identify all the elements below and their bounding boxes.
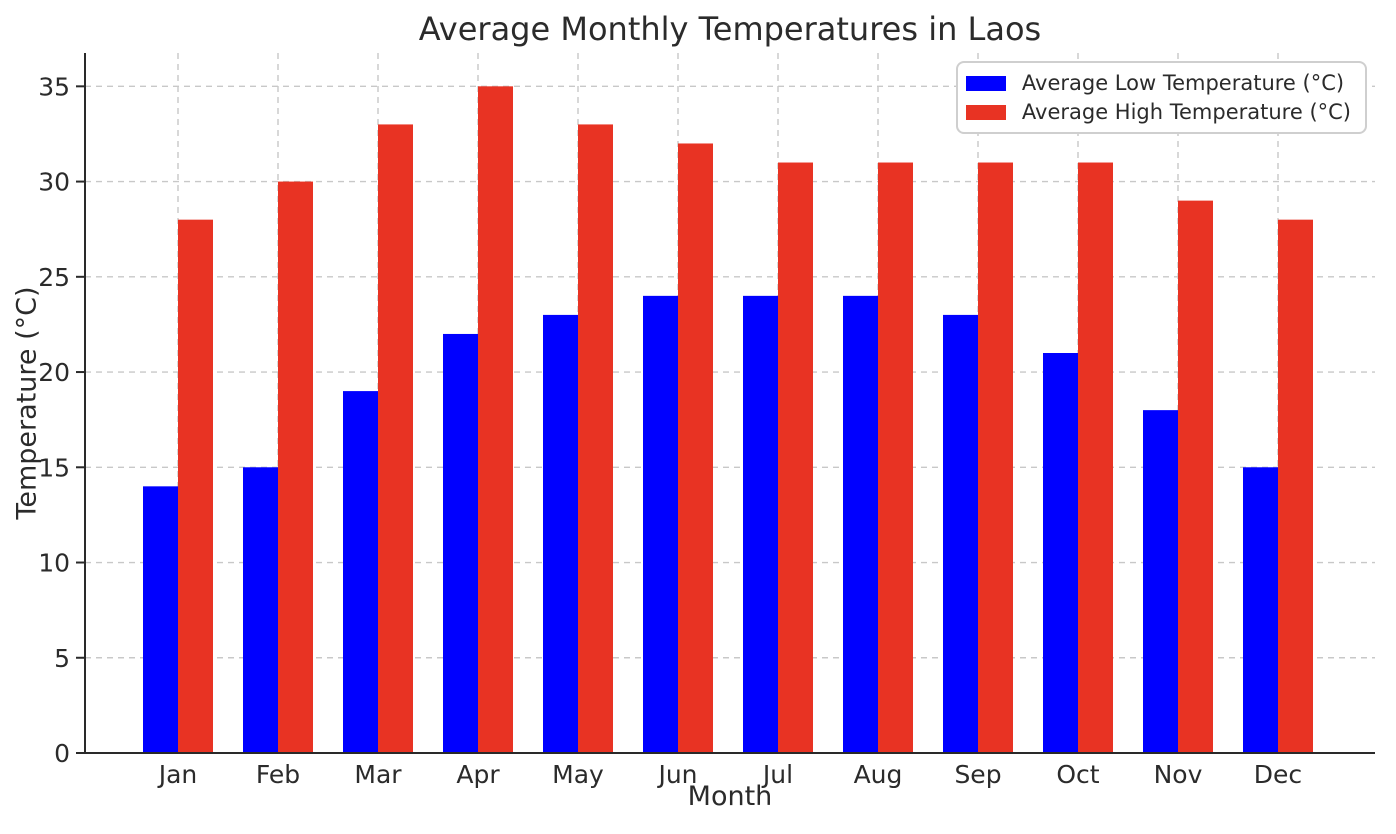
x-tick-label: Mar: [354, 760, 402, 789]
legend-label-low: Average Low Temperature (°C): [1021, 71, 1345, 95]
y-tick-label: 15: [38, 453, 70, 482]
bar-aug-high: [878, 162, 913, 753]
x-tick-label: Feb: [256, 760, 300, 789]
bar-jul-high: [778, 162, 813, 753]
x-tick-label: Aug: [854, 760, 903, 789]
x-tick-label: Jul: [761, 760, 793, 789]
bar-may-high: [578, 124, 613, 753]
bar-feb-high: [278, 181, 313, 754]
x-tick-label: Dec: [1254, 760, 1302, 789]
y-tick-label: 25: [38, 263, 70, 292]
y-axis-label: Temperature (°C): [11, 286, 43, 520]
legend-swatch-low-icon: [965, 75, 1006, 91]
bar-jan-low: [143, 486, 178, 753]
legend-label-high: Average High Temperature (°C): [1021, 100, 1351, 124]
bar-jun-high: [678, 143, 713, 753]
bar-nov-low: [1143, 410, 1178, 753]
y-tick-label: 35: [38, 72, 70, 101]
bar-dec-low: [1243, 467, 1278, 753]
x-tick-label: Nov: [1154, 760, 1203, 789]
bar-dec-high: [1278, 219, 1313, 753]
legend-item-high: Average High Temperature (°C): [965, 100, 1351, 124]
y-tick-label: 30: [38, 168, 70, 197]
bar-jan-high: [178, 219, 213, 753]
bar-mar-low: [343, 391, 378, 753]
x-tick-label: Jan: [157, 760, 198, 789]
bar-jun-low: [643, 295, 678, 753]
bar-aug-low: [843, 295, 878, 753]
bar-oct-high: [1078, 162, 1113, 753]
y-tick-label: 5: [54, 644, 70, 673]
bar-oct-low: [1043, 353, 1078, 753]
legend-swatch-high-icon: [965, 104, 1006, 120]
x-tick-label: Apr: [456, 760, 500, 789]
x-tick-label: Sep: [954, 760, 1001, 789]
bar-apr-low: [443, 333, 478, 753]
x-axis-label: Month: [687, 781, 773, 812]
bar-apr-high: [478, 86, 513, 754]
bar-mar-high: [378, 124, 413, 753]
bar-may-low: [543, 314, 578, 753]
bar-sep-high: [978, 162, 1013, 753]
x-tick-label: May: [552, 760, 604, 789]
bar-nov-high: [1178, 200, 1213, 754]
chart-title: Average Monthly Temperatures in Laos: [418, 10, 1042, 48]
y-tick-label: 10: [38, 549, 70, 578]
bar-feb-low: [243, 467, 278, 753]
bar-sep-low: [943, 314, 978, 753]
x-tick-label: Jun: [656, 760, 697, 789]
legend: Average Low Temperature (°C) Average Hig…: [955, 61, 1367, 134]
y-tick-label: 20: [38, 358, 70, 387]
y-tick-label: 0: [54, 739, 70, 768]
x-tick-label: Oct: [1056, 760, 1099, 789]
legend-item-low: Average Low Temperature (°C): [965, 71, 1351, 95]
bar-jul-low: [743, 295, 778, 753]
